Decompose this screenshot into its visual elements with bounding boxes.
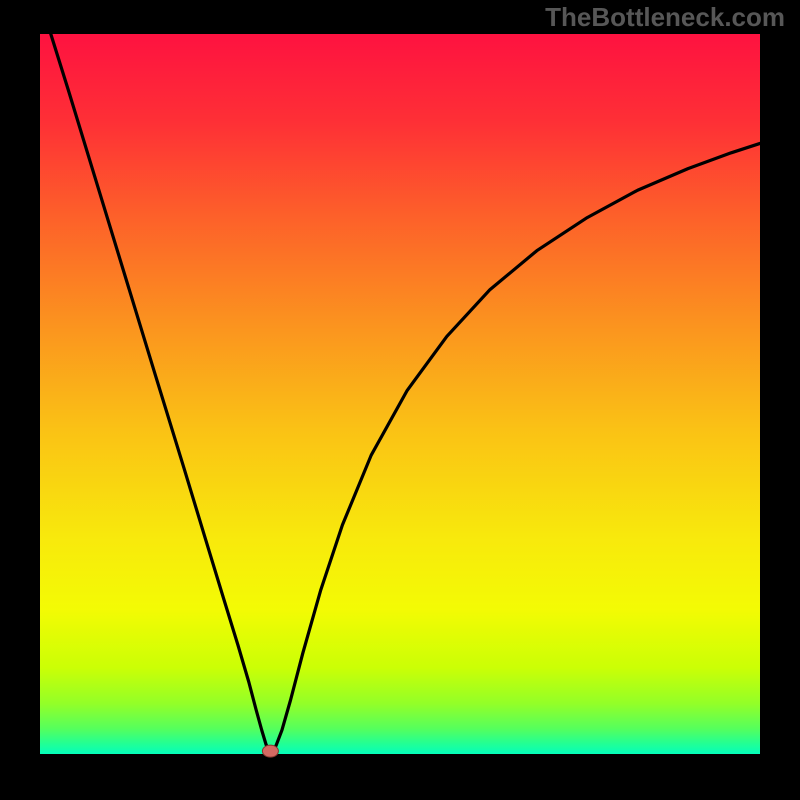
bottleneck-chart (0, 0, 800, 800)
watermark-text: TheBottleneck.com (545, 2, 785, 33)
chart-frame: TheBottleneck.com (0, 0, 800, 800)
optimum-marker (262, 745, 278, 757)
gradient-background (40, 34, 760, 754)
